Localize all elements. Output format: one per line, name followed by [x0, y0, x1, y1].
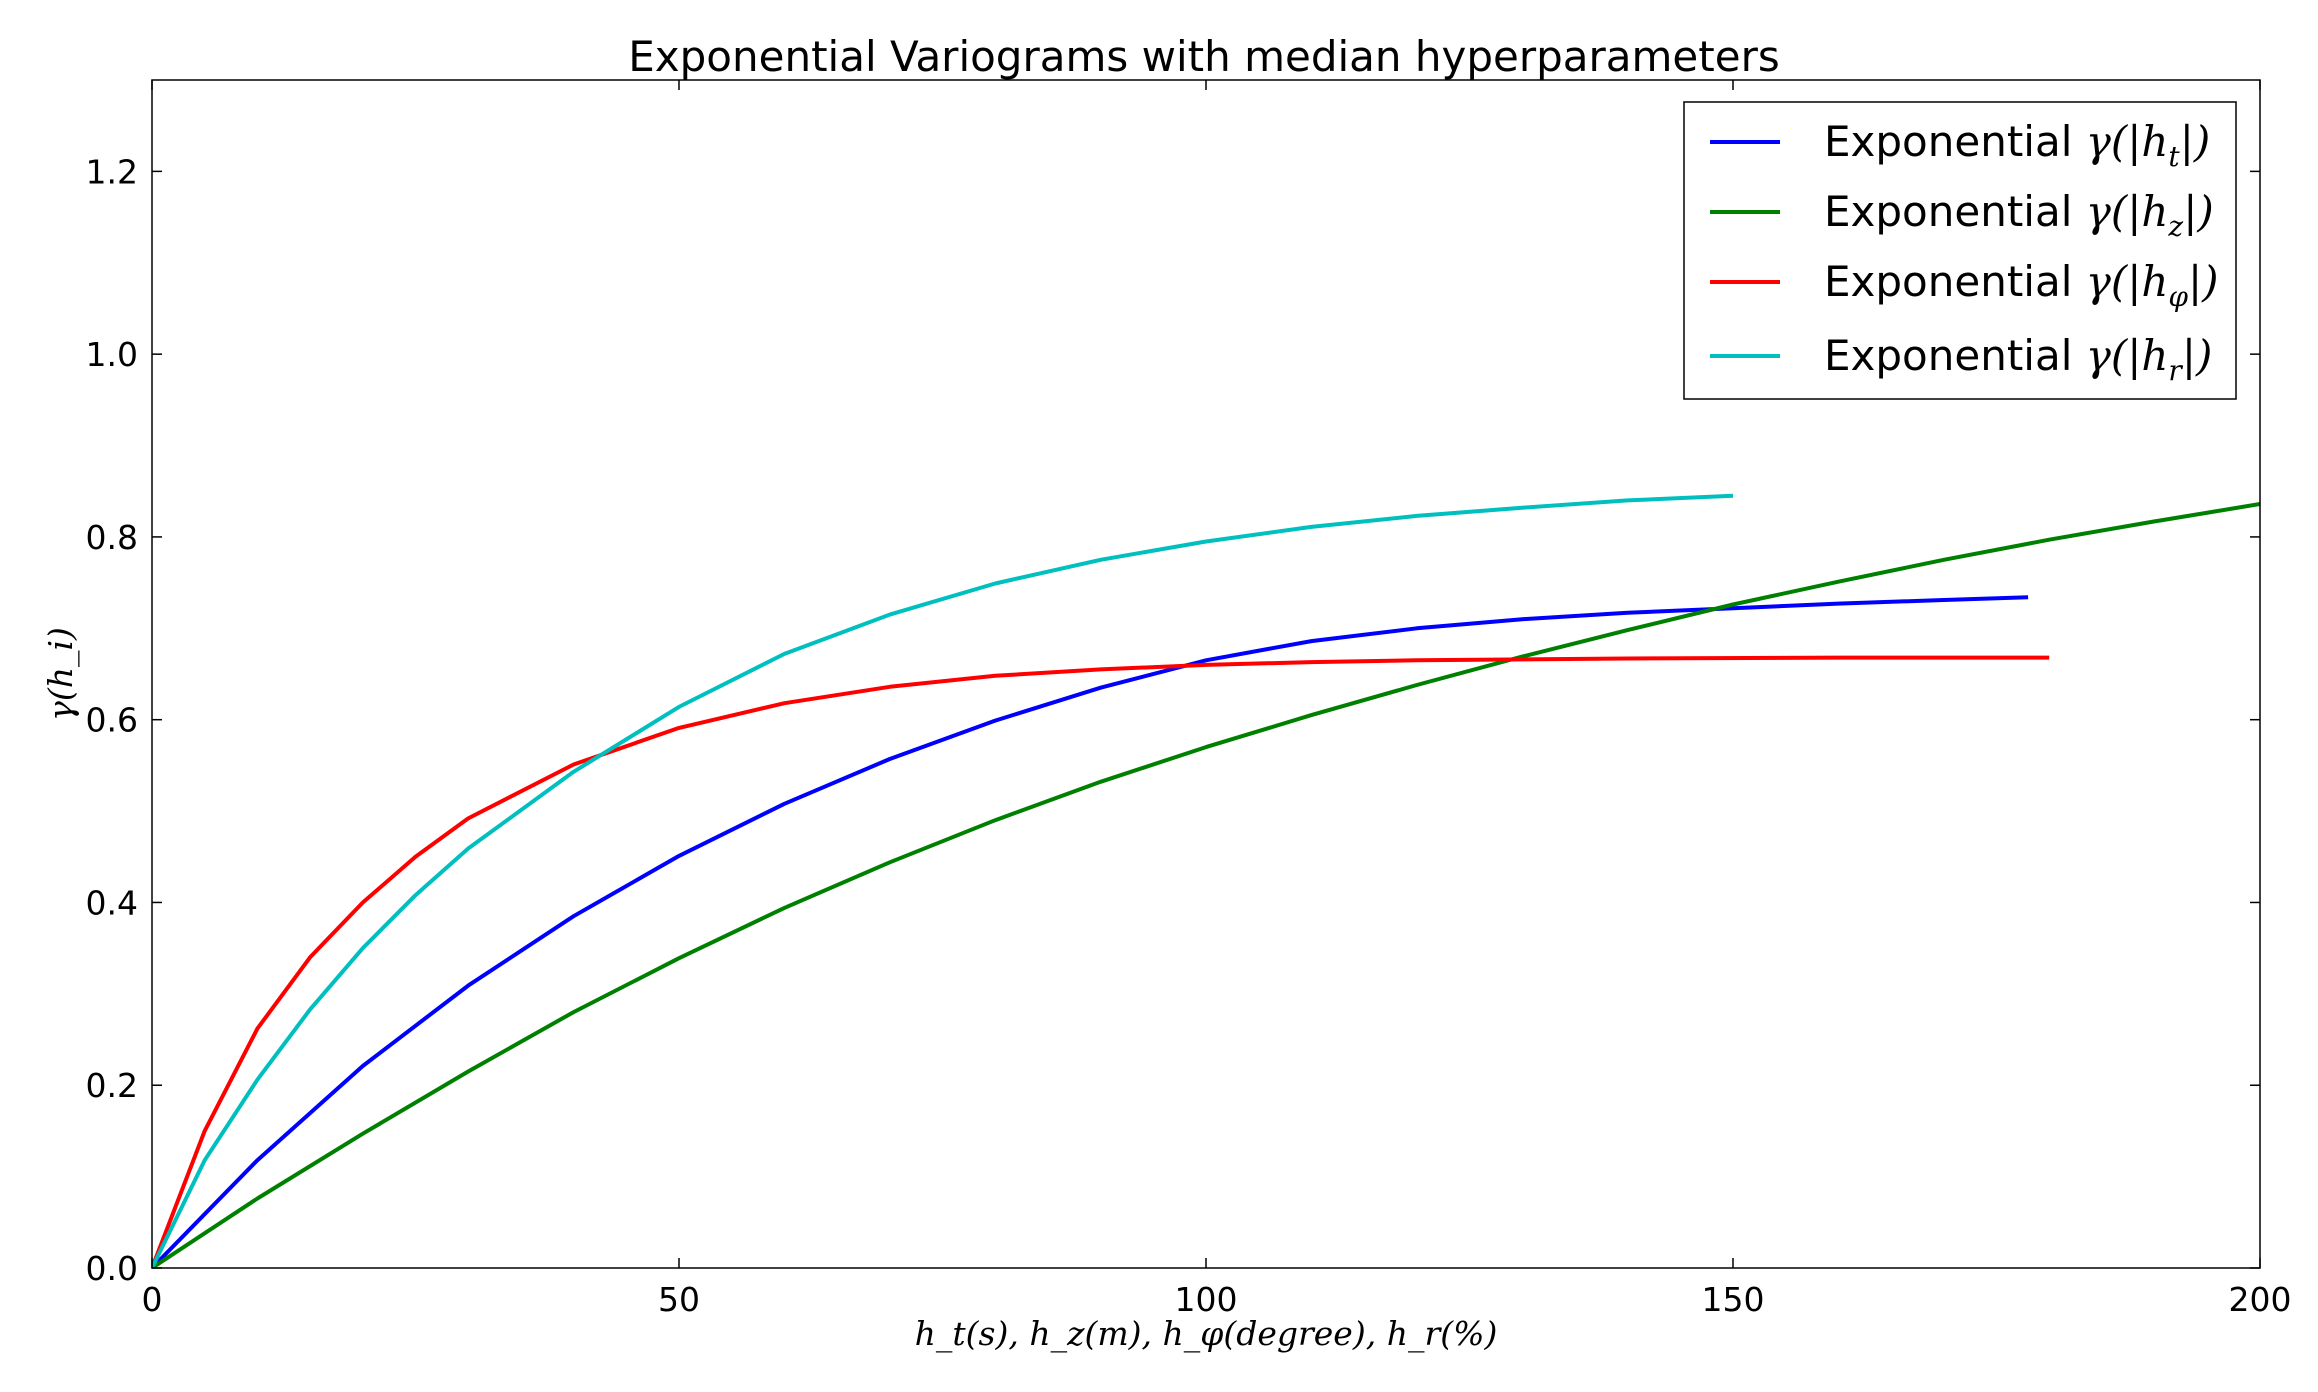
legend-label-4: Exponential γ(|hr|) [1824, 331, 2212, 387]
y-tick-label: 0.2 [86, 1066, 138, 1105]
series-line-3 [152, 655, 2050, 1268]
legend-label-math: γ(|h [2086, 257, 2169, 306]
legend-label-text: Exponential [1824, 117, 2086, 166]
y-tick-label: 0.6 [86, 701, 138, 740]
y-tick-label: 0.0 [86, 1249, 138, 1288]
series-line-1 [152, 595, 2029, 1268]
series-line-4 [152, 493, 1734, 1268]
legend-label-subscript: z [2167, 210, 2183, 243]
x-tick-label: 150 [1702, 1280, 1765, 1319]
y-tick-label: 1.2 [86, 152, 138, 191]
legend: Exponential γ(|ht|)Exponential γ(|hz|)Ex… [1683, 101, 2237, 400]
x-tick-label: 200 [2229, 1280, 2292, 1319]
legend-label-math: γ(|h [2086, 187, 2169, 236]
legend-label-close: |) [2182, 331, 2213, 380]
x-axis-label: h_t(s), h_z(m), h_φ(degree), h_r(%) [915, 1314, 1498, 1354]
legend-label-subscript: t [2168, 140, 2180, 173]
legend-label-subscript: φ [2168, 280, 2188, 313]
legend-label-close: |) [2183, 187, 2214, 236]
legend-label-math: γ(|h [2086, 117, 2169, 166]
x-tick-label: 50 [658, 1280, 700, 1319]
legend-label-text: Exponential [1824, 331, 2086, 380]
chart-title: Exponential Variograms with median hyper… [628, 32, 1779, 81]
plot-area [152, 493, 2260, 1268]
axes: 0 50 100 150 200 0.0 0.2 0.4 0.6 0.8 1.0 1.2 h_t(s),… [41, 79, 2292, 1354]
y-tick-label: 1.0 [86, 335, 138, 374]
y-tick-label: 0.8 [86, 518, 138, 557]
legend-label-text: Exponential [1824, 187, 2086, 236]
series-line-2 [152, 502, 2260, 1268]
legend-label-3: Exponential γ(|hφ|) [1824, 257, 2219, 313]
legend-label-2: Exponential γ(|hz|) [1824, 187, 2214, 243]
legend-label-text: Exponential [1824, 257, 2086, 306]
legend-label-math: γ(|h [2086, 331, 2169, 380]
legend-box [1683, 101, 2237, 400]
y-tick-label: 0.4 [86, 883, 138, 922]
legend-label-close: |) [2180, 117, 2211, 166]
x-tick-label: 100 [1175, 1280, 1238, 1319]
series-lines [152, 493, 2260, 1268]
y-axis-label: γ(h_i) [41, 627, 81, 721]
legend-label-close: |) [2188, 257, 2219, 306]
x-tick-label: 0 [142, 1280, 163, 1319]
legend-label-subscript: r [2168, 354, 2183, 387]
legend-label-1: Exponential γ(|ht|) [1824, 117, 2210, 173]
